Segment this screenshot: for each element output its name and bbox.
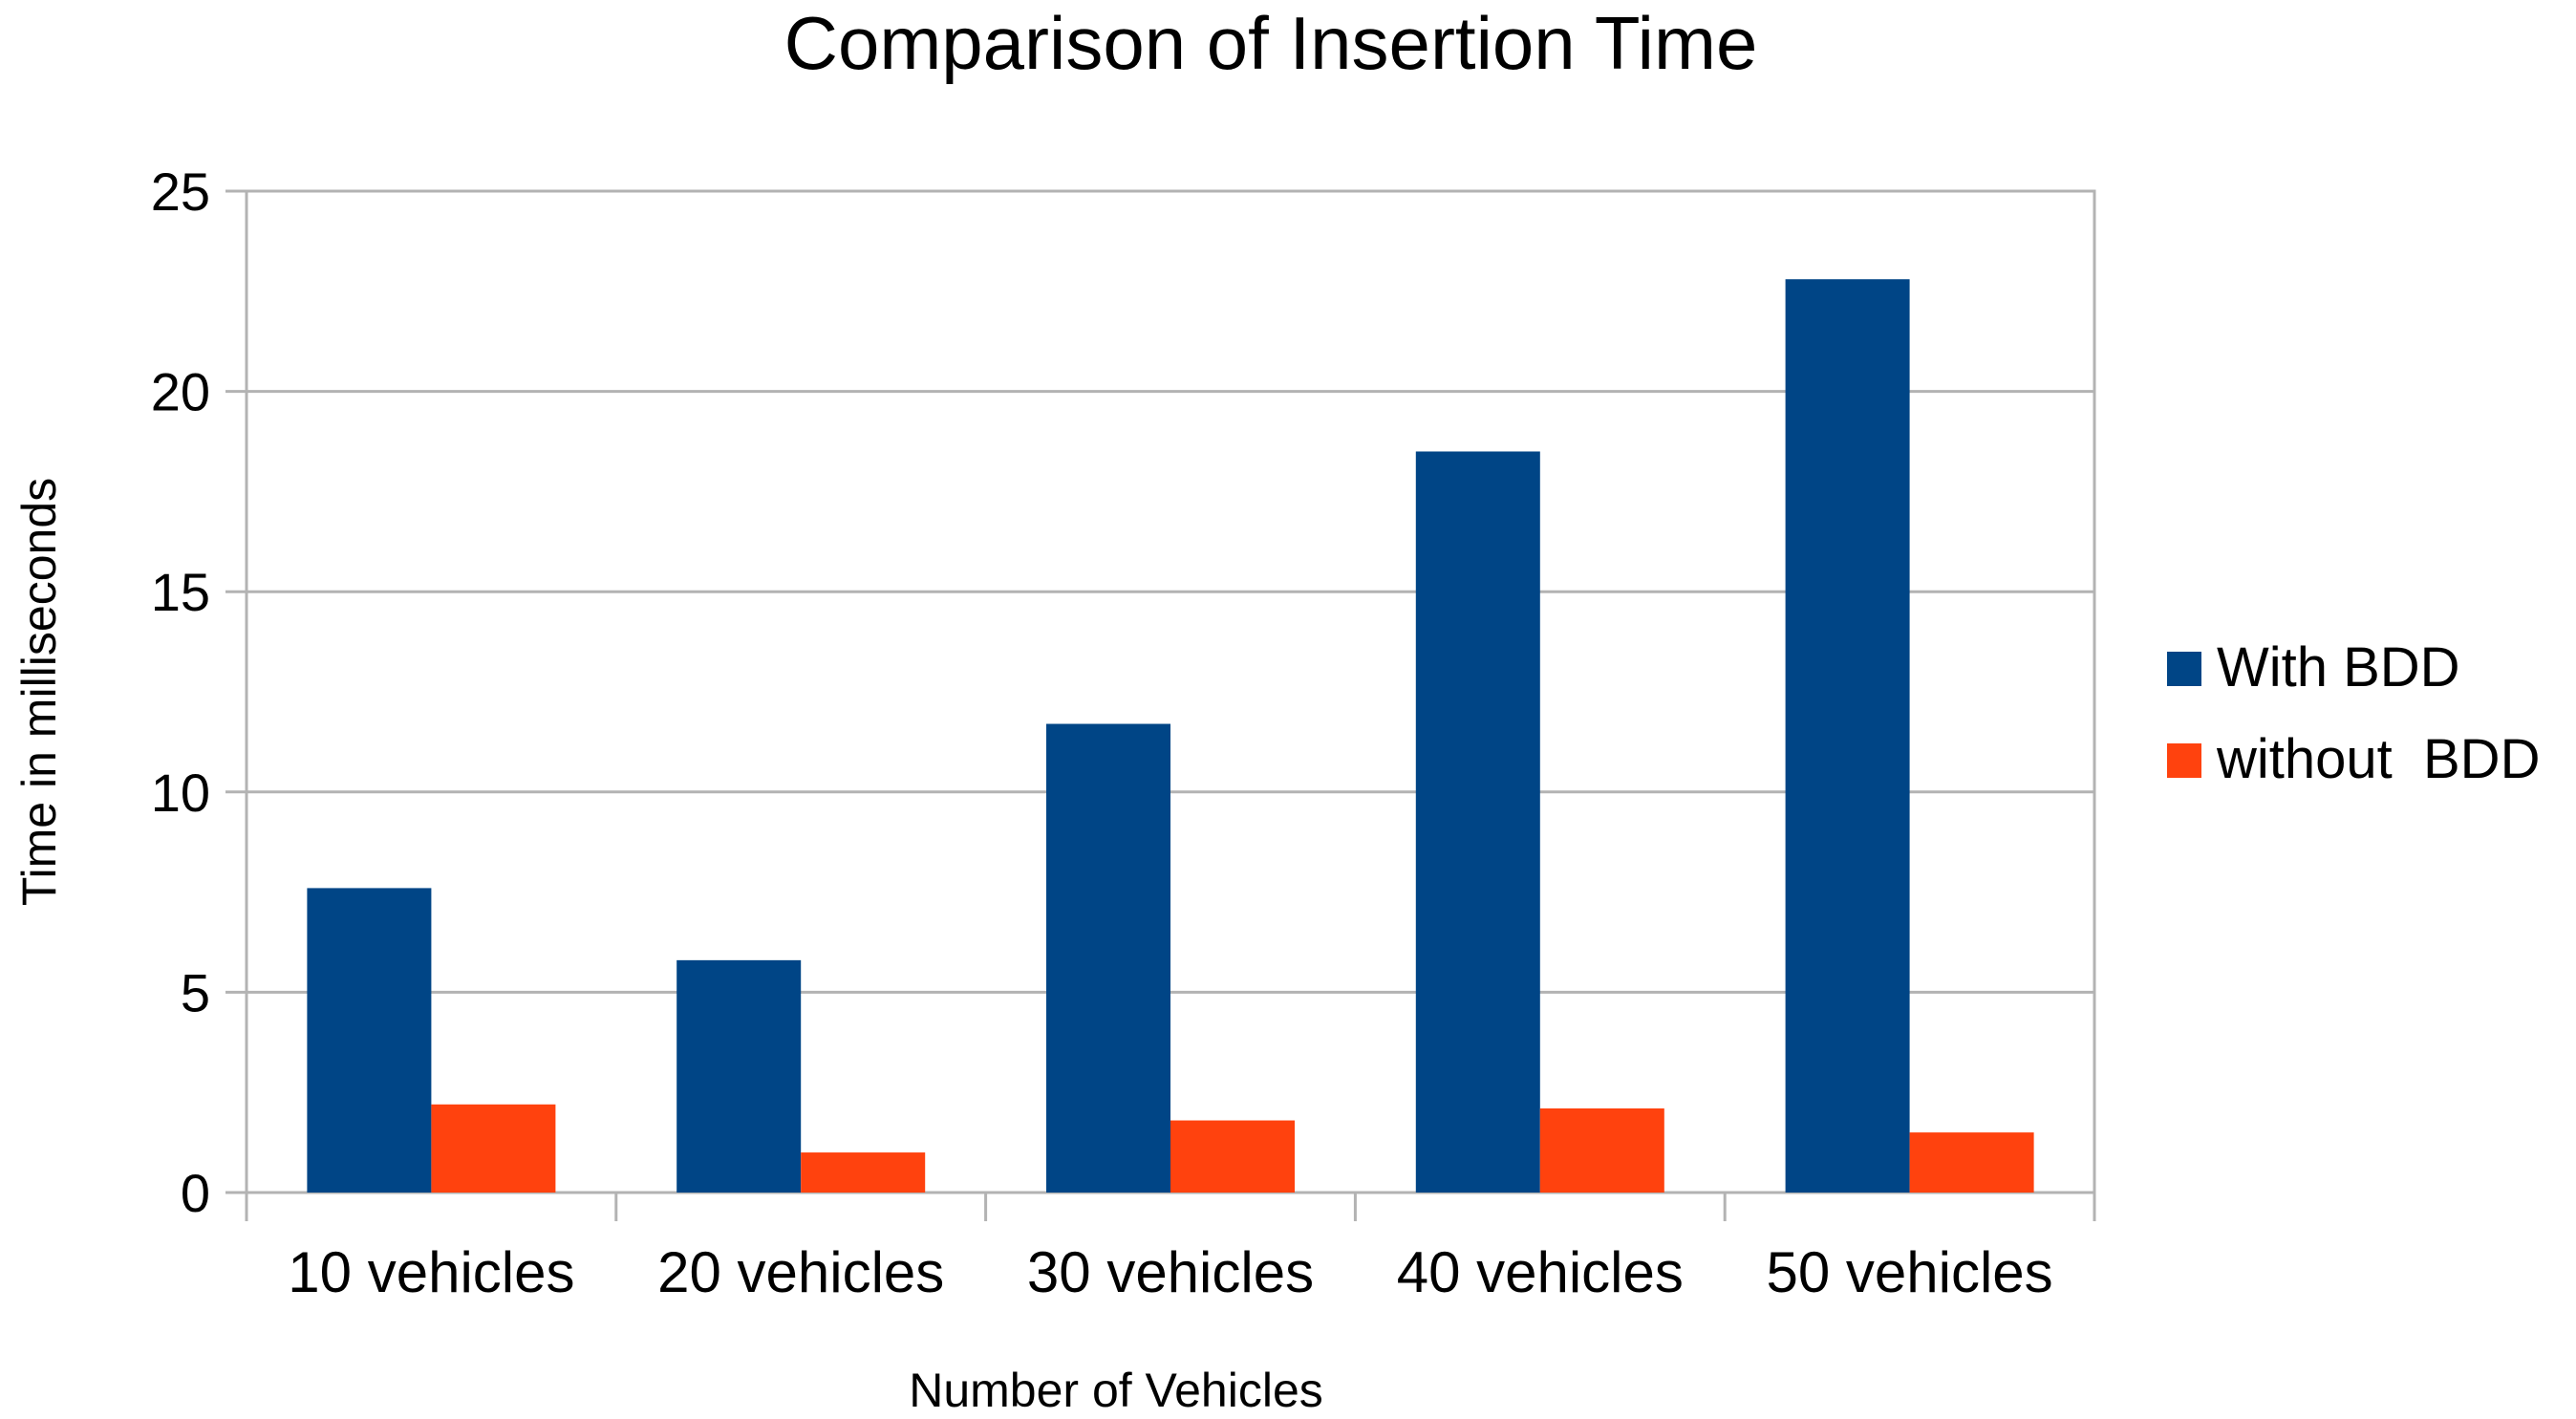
y-tick-label: 0	[181, 1163, 210, 1223]
bar-without-bdd	[1170, 1120, 1295, 1193]
y-axis-ticks: 0 5 10 15 20 25	[151, 161, 247, 1223]
bar-with-bdd	[1415, 451, 1540, 1193]
x-tick-label: 20 vehicles	[657, 1240, 944, 1304]
bar-without-bdd	[431, 1104, 556, 1193]
y-tick-label: 25	[151, 161, 210, 222]
legend-label: With BDD	[2217, 636, 2460, 699]
x-axis-label: Number of Vehicles	[909, 1364, 1323, 1417]
legend: With BDD without BDD	[2167, 636, 2540, 790]
chart-title: Comparison of Insertion Time	[784, 1, 1758, 85]
y-axis-label: Time in milliseconds	[12, 478, 66, 906]
y-tick-label: 15	[151, 562, 210, 622]
legend-swatch	[2167, 743, 2201, 778]
y-tick-label: 5	[181, 962, 210, 1022]
x-axis-ticks: 10 vehicles 20 vehicles 30 vehicles 40 vehi…	[245, 1193, 2096, 1304]
bar-with-bdd	[676, 959, 802, 1193]
bars	[307, 279, 2034, 1193]
y-tick-label: 10	[151, 763, 210, 823]
bar-with-bdd	[1046, 723, 1170, 1193]
legend-label: without BDD	[2216, 728, 2540, 790]
x-tick-label: 30 vehicles	[1027, 1240, 1314, 1304]
bar-without-bdd	[1909, 1132, 2034, 1193]
x-tick-label: 10 vehicles	[288, 1240, 574, 1304]
bar-with-bdd	[307, 888, 432, 1193]
bar-with-bdd	[1785, 279, 1910, 1193]
legend-swatch	[2167, 652, 2201, 686]
x-tick-label: 50 vehicles	[1767, 1240, 2053, 1304]
x-tick-label: 40 vehicles	[1397, 1240, 1684, 1304]
y-tick-label: 20	[151, 362, 210, 422]
bar-without-bdd	[1539, 1107, 1664, 1193]
bar-without-bdd	[801, 1152, 926, 1193]
